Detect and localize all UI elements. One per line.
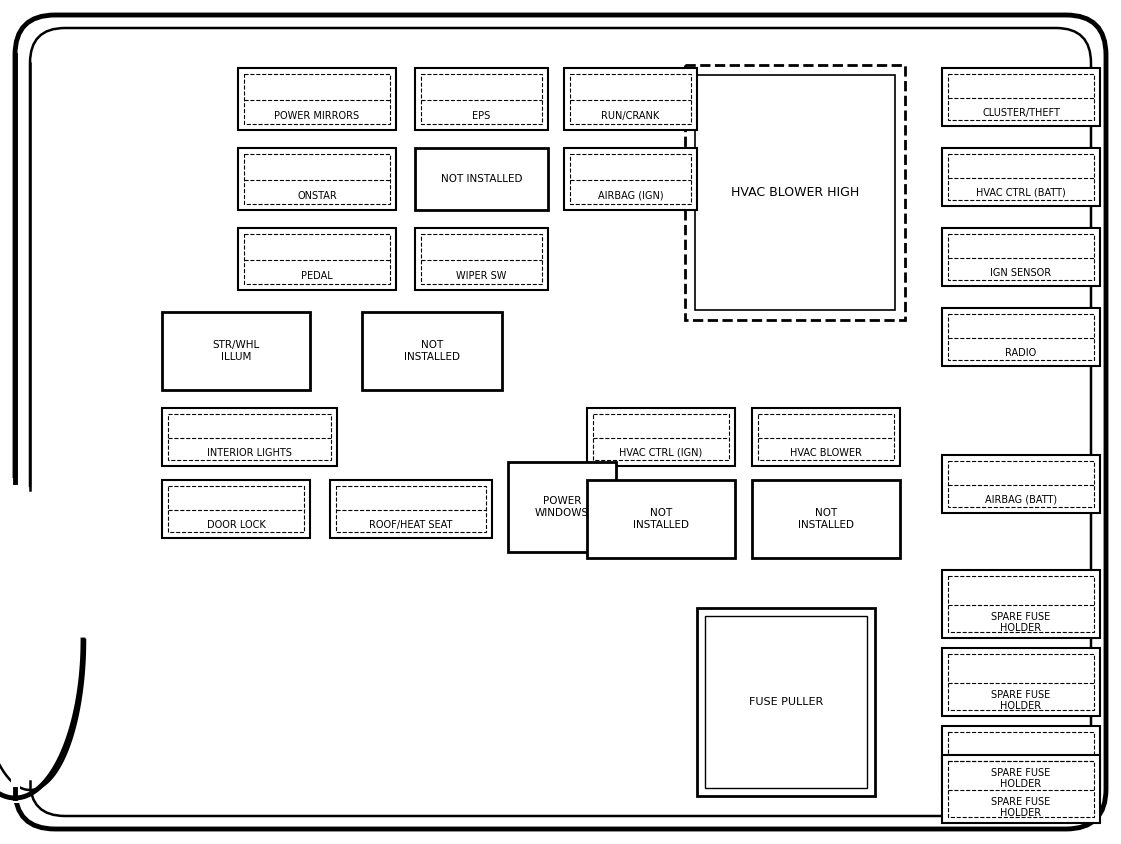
Bar [238, 148, 396, 210]
Bar [942, 648, 1100, 716]
Bar [362, 312, 502, 390]
Bar [163, 480, 311, 538]
Bar [705, 616, 867, 788]
Text: SPARE FUSE
HOLDER: SPARE FUSE HOLDER [991, 612, 1050, 633]
Text: NOT
INSTALLED: NOT INSTALLED [633, 508, 689, 530]
Text: DOOR LOCK: DOOR LOCK [206, 520, 266, 530]
Bar [942, 726, 1100, 794]
Bar [593, 414, 729, 460]
Bar [697, 608, 876, 796]
Text: CLUSTER/THEFT: CLUSTER/THEFT [982, 108, 1060, 117]
Bar [752, 408, 900, 466]
FancyBboxPatch shape [30, 28, 1091, 816]
Text: WIPER SW: WIPER SW [456, 271, 507, 281]
Text: RADIO: RADIO [1006, 348, 1037, 358]
FancyBboxPatch shape [15, 15, 1106, 829]
Bar [685, 65, 905, 320]
Text: PEDAL: PEDAL [302, 271, 333, 281]
Bar [587, 480, 735, 558]
Text: STR/WHL
ILLUM: STR/WHL ILLUM [212, 340, 260, 362]
Text: EPS: EPS [472, 111, 491, 121]
Text: NOT
INSTALLED: NOT INSTALLED [798, 508, 854, 530]
Text: ROOF/HEAT SEAT: ROOF/HEAT SEAT [369, 520, 453, 530]
Text: INTERIOR LIGHTS: INTERIOR LIGHTS [207, 447, 291, 457]
Text: HVAC BLOWER: HVAC BLOWER [790, 447, 862, 457]
Bar [244, 234, 390, 284]
Text: AIRBAG (BATT): AIRBAG (BATT) [985, 495, 1057, 505]
Text: AIRBAG (IGN): AIRBAG (IGN) [597, 191, 664, 201]
Text: HVAC CTRL (IGN): HVAC CTRL (IGN) [620, 447, 703, 457]
Bar [569, 74, 691, 124]
Bar [564, 68, 697, 130]
Bar [564, 148, 697, 210]
Bar [336, 486, 487, 532]
Bar [942, 755, 1100, 823]
Bar [168, 414, 331, 460]
Bar [948, 74, 1094, 120]
Bar [942, 455, 1100, 513]
Bar [942, 148, 1100, 206]
Text: SPARE FUSE
HOLDER: SPARE FUSE HOLDER [991, 690, 1050, 711]
Text: SPARE FUSE
HOLDER: SPARE FUSE HOLDER [991, 797, 1050, 818]
Bar [330, 480, 492, 538]
Bar [942, 308, 1100, 366]
Bar [948, 154, 1094, 200]
Bar [948, 234, 1094, 280]
Bar [415, 228, 548, 290]
Bar [168, 486, 304, 532]
Bar [421, 74, 541, 124]
Bar [238, 228, 396, 290]
Bar [948, 314, 1094, 360]
Bar [421, 234, 541, 284]
Text: NOT INSTALLED: NOT INSTALLED [441, 174, 522, 184]
Bar [163, 408, 337, 466]
Text: POWER MIRRORS: POWER MIRRORS [275, 111, 360, 121]
Bar [948, 732, 1094, 788]
Text: FUSE PULLER: FUSE PULLER [749, 697, 823, 707]
Text: ONSTAR: ONSTAR [297, 191, 337, 201]
Bar [244, 74, 390, 124]
Bar [569, 154, 691, 204]
Bar [942, 68, 1100, 126]
Bar [415, 68, 548, 130]
Text: POWER
WINDOWS: POWER WINDOWS [535, 496, 589, 518]
Bar [244, 154, 390, 204]
Bar [948, 761, 1094, 817]
Bar [752, 480, 900, 558]
Text: RUN/CRANK: RUN/CRANK [601, 111, 659, 121]
Text: NOT
INSTALLED: NOT INSTALLED [404, 340, 460, 362]
Text: HVAC BLOWER HIGH: HVAC BLOWER HIGH [731, 186, 859, 199]
Text: HVAC CTRL (BATT): HVAC CTRL (BATT) [976, 187, 1066, 197]
Text: IGN SENSOR: IGN SENSOR [991, 268, 1051, 278]
Bar [948, 576, 1094, 632]
Bar [948, 461, 1094, 507]
Bar [587, 408, 735, 466]
Bar [163, 312, 311, 390]
Bar [10, 490, 55, 790]
Bar [758, 414, 895, 460]
Bar [942, 228, 1100, 286]
Bar [238, 68, 396, 130]
Bar [415, 148, 548, 210]
Bar [942, 570, 1100, 638]
Bar [948, 654, 1094, 710]
Bar [508, 462, 617, 552]
Bar [695, 75, 895, 310]
Text: SPARE FUSE
HOLDER: SPARE FUSE HOLDER [991, 767, 1050, 789]
